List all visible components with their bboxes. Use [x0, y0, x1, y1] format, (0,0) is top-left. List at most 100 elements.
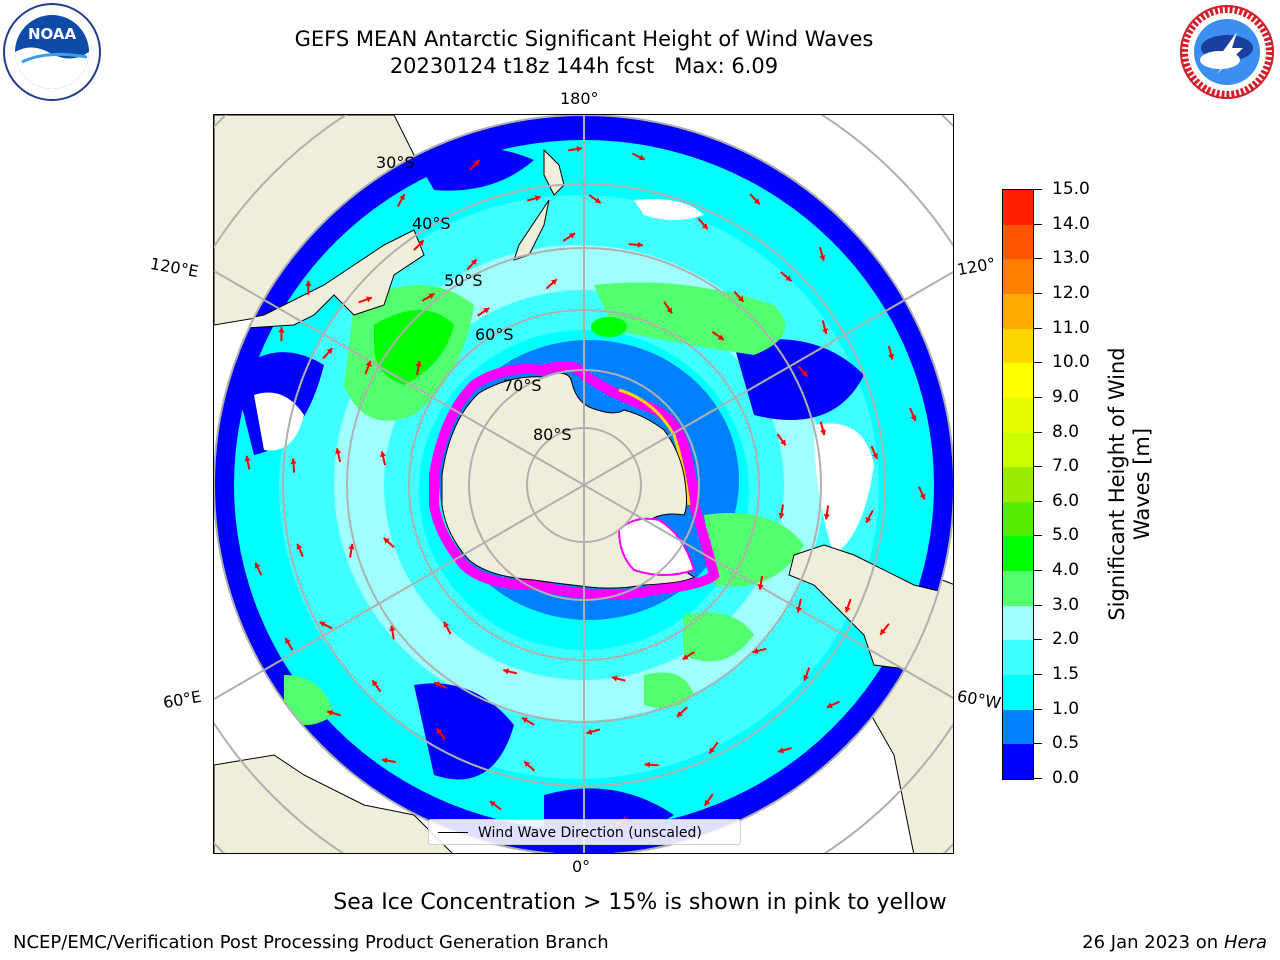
- wave-direction-arrowhead: [550, 279, 557, 285]
- lat-label-70s: 70°S: [503, 376, 542, 395]
- wave-direction-arrowhead: [522, 717, 529, 724]
- colorbar-tick-label: 8.0: [1052, 421, 1080, 442]
- wave-direction-arrowhead: [801, 370, 808, 377]
- wave-direction-arrowhead: [823, 513, 830, 520]
- lon-label-120w: 120°: [955, 253, 997, 280]
- wave-direction-arrowhead: [443, 621, 450, 628]
- title-line-2: 20230124 t18z 144h fcst Max: 6.09: [389, 54, 779, 78]
- map-legend: Wind Wave Direction (unscaled): [428, 819, 741, 845]
- wave-direction-arrowhead: [778, 512, 785, 519]
- colorbar-segment: [1003, 328, 1033, 364]
- sea-ice-note: Sea Ice Concentration > 15% is shown in …: [333, 890, 947, 915]
- date-text: 26 Jan 2023 on Hera: [1082, 932, 1267, 953]
- wave-direction-arrowhead: [436, 728, 443, 735]
- colorbar-tick: [1034, 189, 1042, 190]
- colorbar-tick-label: 6.0: [1052, 490, 1080, 511]
- wave-direction-arrowhead: [676, 711, 683, 717]
- wave-direction-arrowhead: [910, 414, 917, 421]
- colorbar-segment: [1003, 501, 1033, 537]
- wave-direction-arrowhead: [709, 747, 715, 754]
- colorbar-tick: [1034, 362, 1042, 364]
- legend-line-swatch: [438, 832, 468, 833]
- wave-direction-arrowhead: [826, 702, 833, 709]
- host-name: Hera: [1223, 932, 1267, 953]
- wave-direction-arrowhead: [778, 747, 784, 754]
- wave-direction-arrowhead: [704, 799, 711, 806]
- wave-direction-arrowhead: [290, 458, 297, 464]
- wave-direction-arrowhead: [254, 562, 261, 569]
- wave-direction-arrowhead: [380, 451, 387, 458]
- colorbar-tick: [1034, 570, 1042, 572]
- lon-label-120e: 120°E: [148, 253, 200, 282]
- colorbar-segment: [1003, 432, 1033, 468]
- colorbar-tick-label: 0.0: [1052, 768, 1080, 788]
- wave-direction-arrowhead: [737, 295, 744, 302]
- colorbar-tick: [1034, 466, 1042, 468]
- wave-direction-arrowhead: [434, 681, 441, 688]
- colorbar-tick-label: 1.5: [1052, 664, 1080, 685]
- wave-direction-arrowhead: [795, 606, 803, 613]
- colorbar-tick: [1034, 708, 1042, 710]
- wave-direction-arrowhead: [880, 628, 886, 635]
- polar-map: [213, 114, 954, 854]
- colorbar-tick-label: 5.0: [1052, 525, 1080, 546]
- wave-direction-arrowhead: [753, 198, 760, 205]
- colorbar-tick: [1034, 639, 1042, 641]
- wave-direction-arrowhead: [666, 307, 672, 314]
- colorbar-segment: [1003, 743, 1033, 779]
- lat-label-50s: 50°S: [444, 271, 483, 290]
- colorbar-segment: [1003, 639, 1033, 676]
- colorbar-title: Significant Height of Wind Waves [m]: [1105, 347, 1154, 621]
- wave-direction-arrowhead: [473, 159, 480, 166]
- colorbar-segment: [1003, 258, 1033, 294]
- chart-title: GEFS MEAN Antarctic Significant Height o…: [234, 26, 934, 80]
- wave-direction-arrowhead: [785, 275, 792, 282]
- wave-direction-arrowhead: [285, 637, 291, 644]
- wave-direction-arrowhead: [305, 280, 312, 286]
- wave-direction-arrowhead: [888, 353, 895, 360]
- wave-direction-arrowhead: [637, 241, 643, 248]
- colorbar-tick: [1034, 223, 1042, 225]
- lat-label-40s: 40°S: [412, 214, 451, 233]
- wave-direction-arrowhead: [244, 455, 251, 462]
- colorbar-tick: [1034, 431, 1042, 433]
- colorbar-tick: [1034, 258, 1042, 260]
- colorbar-segment: [1003, 397, 1033, 433]
- lon-label-180: 180°: [560, 89, 599, 108]
- meridians: [214, 115, 953, 853]
- colorbar-tick-label: 14.0: [1052, 213, 1090, 234]
- legend-label: Wind Wave Direction (unscaled): [478, 825, 702, 841]
- colorbar-segment: [1003, 293, 1033, 329]
- wave-direction-arrowhead: [701, 223, 708, 230]
- colorbar-tick: [1034, 535, 1042, 537]
- colorbar-segment: [1003, 674, 1033, 710]
- svg-text:NOAA: NOAA: [28, 25, 77, 43]
- lon-label-0: 0°: [572, 857, 591, 876]
- colorbar-tick-label: 13.0: [1052, 248, 1090, 269]
- wave-direction-arrowhead: [569, 233, 576, 239]
- colorbar-tick-label: 10.0: [1052, 352, 1090, 373]
- wave-direction-arrowhead: [335, 448, 342, 455]
- colorbar-segment: [1003, 570, 1033, 606]
- title-line-1: GEFS MEAN Antarctic Significant Height o…: [294, 27, 874, 51]
- colorbar-tick-label: 1.0: [1052, 698, 1080, 719]
- colorbar-tick-label: 3.0: [1052, 594, 1080, 615]
- wave-direction-arrowhead: [534, 195, 541, 202]
- colorbar-tick: [1034, 500, 1042, 502]
- wave-direction-arrowhead: [919, 493, 926, 500]
- nws-logo: [1177, 2, 1277, 102]
- lon-label-60w: 60°W: [955, 686, 1003, 713]
- wave-direction-arrowhead: [780, 439, 786, 446]
- lon-label-60e: 60°E: [161, 686, 203, 713]
- wave-direction-arrowhead: [381, 757, 388, 764]
- wave-direction-arrowhead: [319, 621, 326, 628]
- wave-direction-arrowhead: [717, 334, 724, 340]
- wave-direction-arrowhead: [399, 194, 405, 201]
- wave-direction-arrowhead: [682, 654, 689, 660]
- wave-direction-arrowhead: [819, 254, 826, 261]
- wave-direction-arrowhead: [365, 360, 372, 367]
- wave-direction-arrowhead: [872, 452, 878, 459]
- wave-direction-arrowhead: [611, 675, 618, 682]
- map-svg: [214, 115, 953, 853]
- wave-direction-arrowhead: [576, 145, 583, 153]
